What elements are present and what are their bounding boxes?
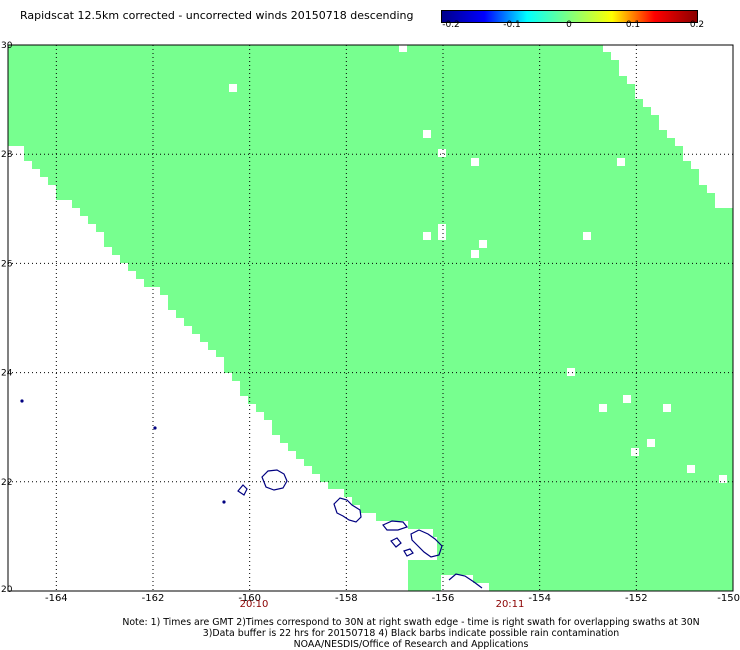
lon-tick-label: -164 bbox=[45, 593, 68, 604]
lon-tick-label: -152 bbox=[625, 593, 648, 604]
lon-tick-label: -158 bbox=[335, 593, 358, 604]
data-gap bbox=[617, 158, 625, 166]
time-label: 20:11 bbox=[495, 599, 525, 610]
lat-tick-label: 30 bbox=[1, 41, 13, 51]
note-line-1: Note: 1) Times are GMT 2)Times correspon… bbox=[122, 617, 700, 628]
lon-tick-label: -156 bbox=[432, 593, 455, 604]
data-gap bbox=[719, 475, 727, 483]
lon-tick-label: -162 bbox=[142, 593, 165, 604]
islet bbox=[222, 500, 226, 504]
data-gap bbox=[471, 158, 479, 166]
data-gap bbox=[623, 395, 631, 403]
islet bbox=[153, 426, 157, 430]
island-maui bbox=[410, 529, 443, 558]
lat-tick-label: 20 bbox=[1, 585, 13, 595]
colorbar-label: -0.1 bbox=[503, 20, 521, 30]
island-lanai bbox=[390, 537, 402, 548]
data-gap bbox=[687, 465, 695, 473]
swath-area bbox=[8, 45, 733, 591]
data-gap bbox=[567, 368, 575, 376]
lat-tick-label: 22 bbox=[1, 478, 12, 488]
data-gap bbox=[599, 404, 607, 412]
colorbar-label: 0.2 bbox=[689, 20, 705, 30]
lat-lon-grid bbox=[7, 44, 734, 592]
colorbar-label: 0 bbox=[566, 20, 572, 30]
data-gap bbox=[631, 448, 639, 456]
lat-tick-label: 24 bbox=[1, 369, 13, 379]
lon-tick-label: -160 bbox=[238, 593, 261, 604]
data-gap bbox=[438, 149, 446, 157]
lon-tick-label: -150 bbox=[717, 593, 740, 604]
data-gap bbox=[647, 439, 655, 447]
swath-coverage bbox=[408, 560, 441, 591]
island-kahoolawe bbox=[403, 548, 414, 557]
island-oahu bbox=[333, 497, 362, 523]
data-gap bbox=[438, 224, 446, 232]
data-gap bbox=[479, 240, 487, 248]
island-niihau bbox=[237, 484, 248, 496]
data-gap bbox=[229, 84, 237, 92]
data-gap bbox=[438, 232, 446, 240]
note-line-2: 3)Data buffer is 22 hrs for 20150718 4) … bbox=[202, 628, 620, 639]
chart-title: Rapidscat 12.5km corrected - uncorrected… bbox=[20, 9, 414, 22]
data-gap bbox=[423, 232, 431, 240]
lon-tick-label: -154 bbox=[528, 593, 551, 604]
data-gap bbox=[423, 130, 431, 138]
swath-coverage bbox=[8, 45, 733, 591]
island-hawaii bbox=[448, 573, 483, 589]
time-label: 20:10 bbox=[239, 599, 269, 610]
island-kauai bbox=[261, 469, 288, 491]
coastlines bbox=[20, 399, 483, 589]
lat-tick-label: 28 bbox=[1, 150, 13, 160]
island-molokai bbox=[382, 520, 409, 531]
colorbar bbox=[441, 10, 698, 23]
data-gaps bbox=[229, 84, 727, 483]
colorbar-label: 0.1 bbox=[625, 20, 641, 30]
axis-labels: 30 28 26 24 22 20 -164 -162 -160 -158 -156 -154 -152… bbox=[1, 41, 740, 604]
note-line-3: NOAA/NESDIS/Office of Research and Appli… bbox=[293, 639, 529, 650]
data-gap bbox=[583, 232, 591, 240]
islet bbox=[20, 399, 24, 403]
data-gap bbox=[471, 250, 479, 258]
colorbar-label: -0.2 bbox=[442, 20, 460, 30]
data-gap bbox=[663, 404, 671, 412]
lat-tick-label: 26 bbox=[1, 259, 13, 269]
map-frame bbox=[7, 44, 734, 592]
